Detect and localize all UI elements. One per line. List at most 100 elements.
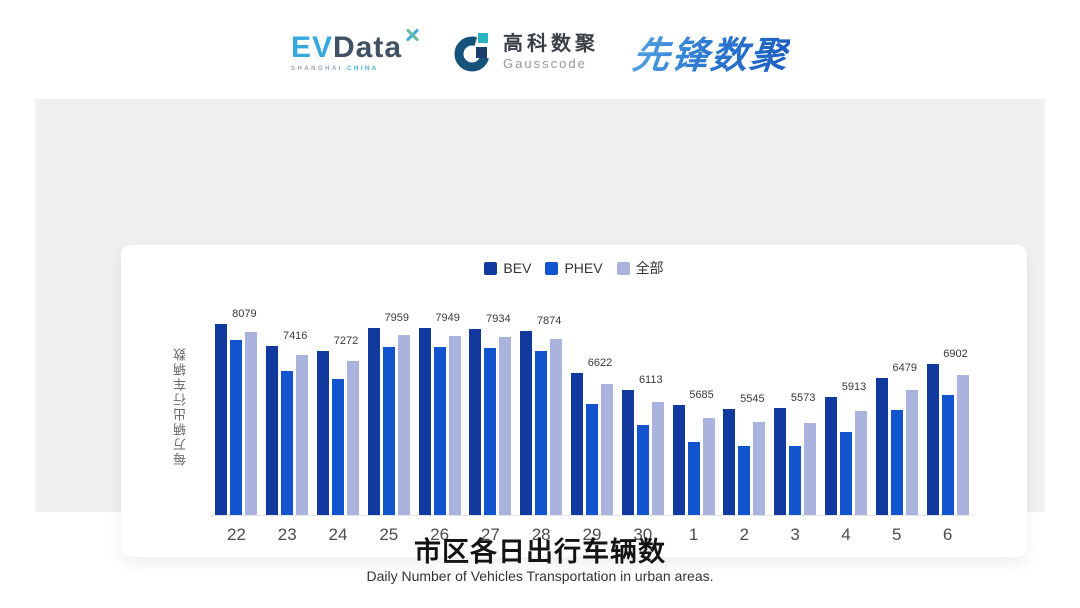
bar-group-27[interactable]: 7934 — [465, 294, 516, 515]
legend-swatch-phev — [545, 261, 559, 275]
bar-all-3[interactable] — [804, 423, 817, 515]
bar-bev-30[interactable] — [621, 390, 634, 515]
evdata-tagline-china: CHINA — [347, 65, 379, 72]
x-tick-label-25: 25 — [379, 525, 399, 544]
bar-bev-22[interactable] — [215, 324, 228, 515]
bar-bev-6[interactable] — [926, 364, 939, 515]
bar-value-label-23: 7416 — [282, 330, 308, 342]
bar-phev-25[interactable] — [382, 347, 395, 515]
bar-all-22[interactable] — [245, 332, 258, 515]
bar-all-5[interactable] — [905, 390, 918, 515]
x-tick-label-4: 4 — [841, 525, 851, 544]
legend-item-bev[interactable]: BEV — [484, 260, 531, 276]
bar-all-29[interactable] — [600, 384, 613, 515]
x-tick-label-23: 23 — [277, 525, 297, 544]
evdata-wordmark: EVData — [291, 32, 402, 63]
y-axis-label-wrap: 每万辆出行车辆数 — [171, 295, 190, 517]
plot-area: 8079 7416 7272 7959 7949 7934 7874 6622 6113 5685… — [211, 294, 973, 516]
bar-phev-22[interactable] — [230, 340, 243, 515]
gausscode-name-en: Gausscode — [503, 56, 587, 71]
bar-phev-27[interactable] — [484, 348, 497, 515]
bar-bev-27[interactable] — [469, 329, 482, 515]
legend-label-all: 全部 — [635, 260, 664, 276]
evdata-tagline-shanghai: SHANGHAI — [290, 65, 343, 72]
bar-group-3[interactable]: 5573 — [770, 294, 821, 515]
bar-bev-28[interactable] — [520, 331, 533, 515]
bar-group-2[interactable]: 5545 — [719, 294, 770, 515]
gausscode-text: 高科数聚 Gausscode — [503, 33, 599, 71]
bar-bev-23[interactable] — [266, 346, 279, 515]
bar-phev-26[interactable] — [433, 347, 446, 515]
bar-group-30[interactable]: 6113 — [617, 294, 668, 515]
bar-phev-2[interactable] — [738, 446, 751, 515]
bar-bev-3[interactable] — [774, 408, 787, 515]
bar-value-label-1: 5685 — [689, 389, 714, 401]
x-tick-label-2: 2 — [739, 525, 750, 544]
bar-phev-1[interactable] — [687, 442, 700, 515]
legend-swatch-all — [616, 261, 630, 275]
legend-item-all[interactable]: 全部 — [616, 258, 664, 278]
x-tick-label-6: 6 — [942, 525, 953, 544]
chart-card: BEV PHEV 全部 每万辆出行车辆数 8079 7416 7272 7959 7949 7… — [121, 245, 1027, 557]
x-tick-label-30: 30 — [633, 525, 653, 544]
bar-group-4[interactable]: 5913 — [821, 294, 872, 515]
bar-group-29[interactable]: 6622 — [567, 294, 618, 515]
bar-group-1[interactable]: 5685 — [668, 294, 719, 515]
bar-all-2[interactable] — [753, 422, 766, 515]
bar-phev-24[interactable] — [331, 379, 344, 515]
bar-all-1[interactable] — [702, 418, 715, 515]
bar-value-label-2: 5545 — [740, 393, 765, 405]
bar-all-23[interactable] — [296, 355, 309, 515]
chart-legend: BEV PHEV 全部 — [121, 258, 1027, 278]
bar-value-label-5: 6479 — [892, 362, 917, 374]
bar-group-24[interactable]: 7272 — [313, 294, 364, 515]
bar-bev-5[interactable] — [875, 378, 888, 515]
bar-bev-25[interactable] — [367, 328, 380, 515]
bar-bev-2[interactable] — [723, 409, 736, 515]
legend-label-bev: BEV — [503, 260, 532, 276]
bar-phev-3[interactable] — [789, 446, 802, 515]
bar-all-4[interactable] — [854, 411, 867, 515]
bar-group-6[interactable]: 6902 — [922, 294, 973, 515]
gausscode-name-cn: 高科数聚 — [503, 33, 600, 55]
bar-bev-26[interactable] — [418, 328, 431, 515]
bar-phev-6[interactable] — [941, 395, 954, 515]
bar-bev-24[interactable] — [316, 351, 329, 515]
x-tick-label-22: 22 — [226, 525, 246, 544]
legend-item-phev[interactable]: PHEV — [545, 260, 603, 276]
bar-group-5[interactable]: 6479 — [871, 294, 922, 515]
bar-phev-29[interactable] — [585, 404, 598, 515]
bar-value-label-25: 7959 — [384, 312, 410, 324]
x-tick-label-29: 29 — [582, 525, 602, 544]
bar-all-27[interactable] — [499, 337, 512, 515]
bar-value-label-6: 6902 — [943, 348, 968, 360]
bar-phev-30[interactable] — [636, 425, 649, 515]
bar-all-28[interactable] — [550, 339, 563, 515]
evdata-logo: EVData SHANGHAI CHINA — [290, 27, 420, 72]
bar-group-26[interactable]: 7949 — [414, 294, 465, 515]
bar-all-6[interactable] — [956, 375, 969, 515]
bar-phev-5[interactable] — [890, 410, 903, 515]
gausscode-mark-icon — [454, 33, 490, 72]
bar-group-23[interactable]: 7416 — [262, 294, 313, 515]
bar-all-26[interactable] — [448, 336, 461, 515]
chart-panel-background: BEV PHEV 全部 每万辆出行车辆数 8079 7416 7272 7959 7949 7… — [35, 99, 1045, 557]
bar-value-label-24: 7272 — [333, 335, 359, 347]
bar-bev-29[interactable] — [570, 373, 583, 515]
bar-value-label-22: 8079 — [232, 308, 257, 320]
bar-phev-23[interactable] — [281, 371, 294, 515]
bar-bev-4[interactable] — [824, 397, 837, 515]
bar-group-25[interactable]: 7959 — [363, 294, 414, 515]
bar-all-25[interactable] — [397, 335, 410, 515]
bar-phev-28[interactable] — [535, 351, 548, 515]
bar-group-22[interactable]: 8079 — [211, 294, 262, 515]
x-tick-label-26: 26 — [430, 525, 450, 544]
x-axis: 22 23 24 25 26 27 28 29 30 1 2 3 4 5 6 — [211, 525, 973, 545]
x-tick-label-27: 27 — [480, 525, 500, 544]
bar-bev-1[interactable] — [672, 405, 685, 515]
bar-all-24[interactable] — [346, 361, 359, 515]
x-tick-label-1: 1 — [688, 525, 699, 544]
bar-group-28[interactable]: 7874 — [516, 294, 567, 515]
bar-phev-4[interactable] — [839, 432, 852, 515]
bar-all-30[interactable] — [651, 402, 664, 515]
